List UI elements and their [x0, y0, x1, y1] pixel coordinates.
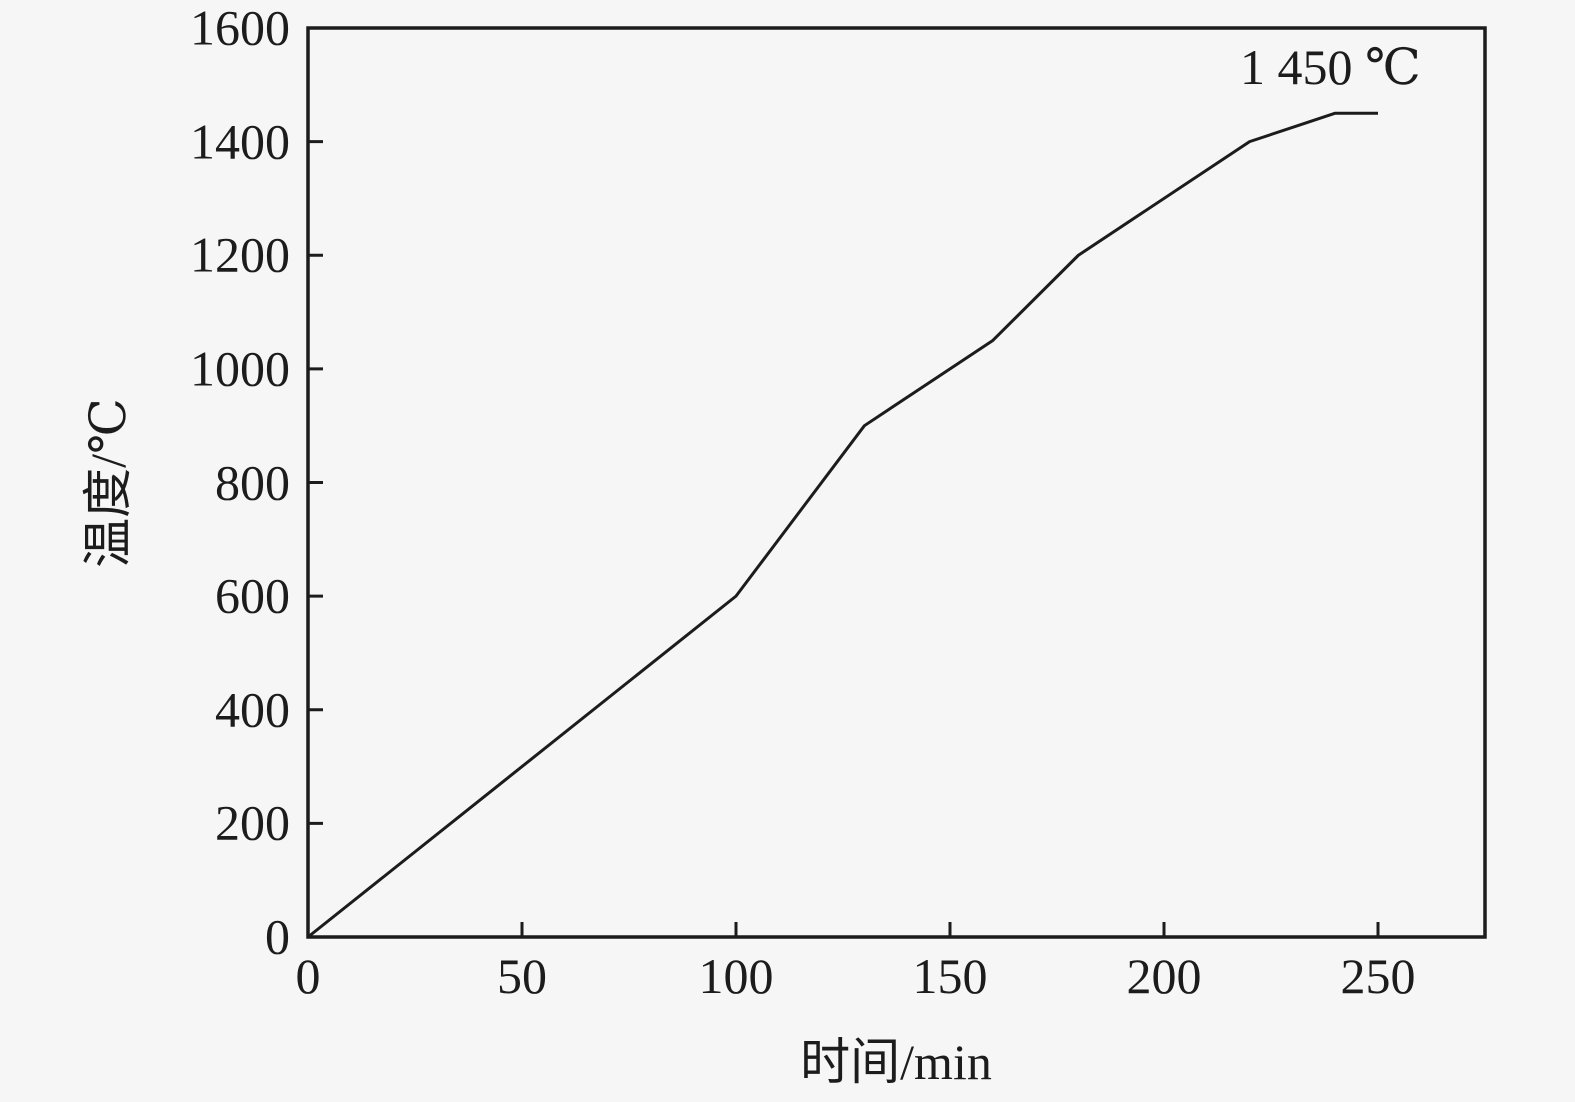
y-tick-label: 1400: [190, 113, 290, 170]
x-tick-label: 50: [497, 948, 547, 1004]
x-tick-label: 200: [1126, 948, 1202, 1004]
plot-frame: [306, 26, 1487, 939]
y-tick-label: 1600: [190, 0, 290, 56]
y-axis-title: 温度/℃: [80, 398, 136, 568]
x-tick-label: 150: [912, 948, 988, 1004]
peak-temperature-annotation: 1 450 ℃: [1240, 39, 1421, 95]
series-line: [307, 111, 1378, 939]
y-tick-label: 0: [265, 908, 290, 965]
y-tick-label: 400: [215, 681, 290, 738]
x-axis-title: 时间/min: [800, 1034, 992, 1090]
y-tick-label: 200: [215, 794, 290, 851]
x-tick-label: 0: [295, 948, 321, 1004]
y-tick-label: 800: [215, 454, 290, 510]
y-tick-label: 1000: [190, 340, 290, 397]
y-tick-label: 1200: [190, 226, 290, 283]
x-tick-label: 100: [698, 948, 774, 1004]
y-tick-label: 600: [215, 567, 290, 624]
x-tick-label: 250: [1340, 948, 1416, 1004]
